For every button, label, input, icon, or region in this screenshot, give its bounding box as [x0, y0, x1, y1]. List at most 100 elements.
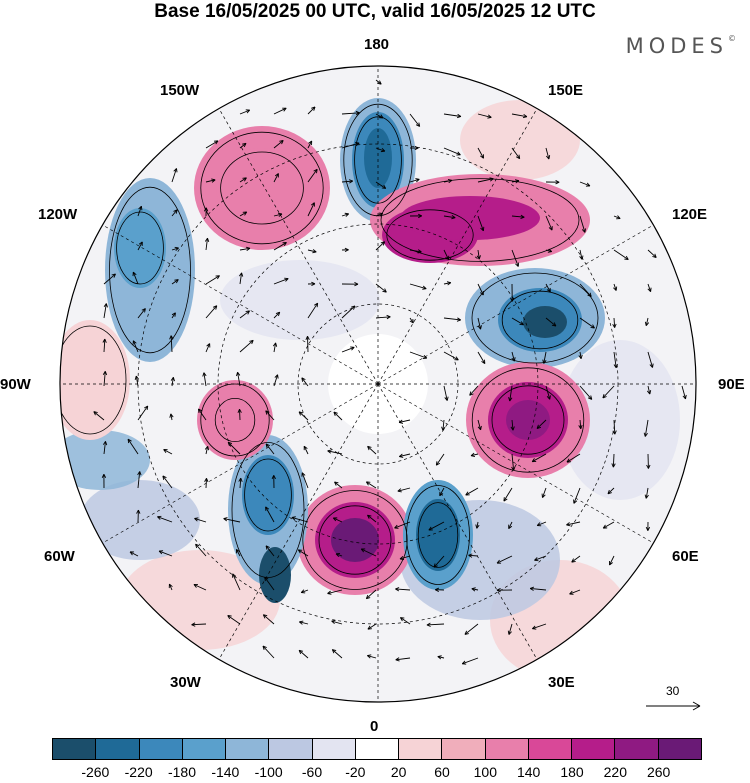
wind-arrow	[367, 514, 377, 523]
wind-arrow	[103, 303, 107, 319]
wind-arrow	[273, 173, 279, 183]
height-contour	[214, 397, 256, 442]
anomaly-hudson-high	[213, 396, 257, 444]
wind-arrow-head	[645, 526, 651, 531]
wind-arrow-head	[327, 590, 332, 595]
wind-arrow	[307, 302, 319, 319]
graticule	[60, 66, 696, 702]
wind-arrow	[333, 517, 343, 523]
wind-arrow-head	[202, 372, 207, 377]
wind-arrow-head	[132, 340, 137, 345]
wind-arrow-head	[335, 552, 341, 558]
wind-arrow	[334, 481, 343, 489]
colorbar-tick-label: -100	[254, 764, 283, 780]
wind-arrow-head	[327, 449, 332, 454]
lon-label-30e: 30E	[548, 674, 575, 691]
wind-arrow	[162, 475, 173, 489]
lon-label-60e: 60E	[672, 548, 699, 565]
anomaly-east-siberia-high	[400, 196, 540, 240]
colorbar-swatch	[182, 739, 227, 759]
wind-arrow-head	[587, 292, 592, 298]
wind-arrow	[439, 487, 445, 496]
anomaly-central-asia-high	[506, 400, 550, 440]
wind-arrow-head	[129, 551, 135, 556]
colorbar	[52, 738, 702, 760]
wind-arrow	[511, 419, 514, 431]
wind-arrow-head	[206, 343, 211, 348]
wind-arrow	[239, 339, 254, 353]
wind-arrow-head	[134, 375, 139, 381]
wind-arrow	[435, 453, 445, 466]
wind-arrow	[477, 351, 486, 364]
wind-arrow-head	[682, 394, 687, 400]
wind-arrow	[273, 278, 289, 285]
wind-arrow-head	[481, 359, 486, 365]
wind-arrow	[103, 371, 106, 387]
wind-arrow-head	[174, 246, 179, 251]
wind-arrow	[645, 487, 649, 499]
wind-arrow	[301, 589, 309, 594]
wind-arrow	[307, 106, 316, 115]
wind-arrow	[239, 478, 242, 489]
wind-arrow-head	[470, 452, 476, 457]
wind-arrow-head	[585, 182, 591, 187]
wind-arrow	[579, 385, 593, 400]
wind-arrow-head	[305, 336, 310, 341]
wind-arrow	[579, 351, 582, 359]
wind-arrow	[443, 282, 451, 285]
wind-arrow-head	[350, 346, 355, 351]
wind-arrow-head	[613, 363, 618, 369]
wind-arrow-head	[417, 249, 422, 254]
wind-arrow-head	[398, 419, 404, 424]
wind-arrow	[205, 140, 219, 149]
colorbar-tick-label: 180	[560, 764, 584, 780]
wind-arrow-head	[609, 560, 613, 566]
wind-arrow-head	[547, 248, 553, 253]
wind-arrow-head	[465, 491, 470, 496]
wind-arrow-head	[191, 622, 196, 627]
wind-arrow-head	[571, 558, 576, 563]
wind-arrow-head	[223, 517, 228, 522]
wind-arrow-head	[265, 410, 270, 415]
colorbar-swatch	[53, 739, 97, 759]
colorbar-swatch	[572, 739, 616, 759]
wind-arrow-head	[471, 587, 476, 592]
wind-arrow-head	[426, 622, 431, 627]
wind-arrow-head	[236, 371, 241, 377]
colorbar-swatch	[269, 739, 313, 759]
wind-arrow-head	[367, 625, 372, 630]
wind-arrow-head	[578, 354, 583, 360]
wind-arrow	[442, 419, 445, 431]
wind-arrow	[171, 312, 176, 319]
wind-arrow-head	[469, 391, 474, 396]
wind-arrow-head	[213, 140, 219, 145]
wind-arrow-head	[531, 458, 537, 463]
wind-arrow	[426, 623, 445, 626]
wind-arrow-head	[546, 287, 551, 293]
wind-arrow-head	[284, 277, 289, 282]
wind-arrow-head	[612, 430, 617, 435]
lon-label-90w: 90W	[0, 376, 31, 393]
wind-arrow-head	[291, 516, 296, 521]
wind-arrow-head	[162, 475, 167, 480]
wind-arrow-head	[299, 620, 304, 625]
wind-arrow	[443, 113, 462, 117]
wind-arrow	[137, 308, 146, 319]
wind-arrow-head	[398, 453, 404, 458]
wind-arrow	[297, 549, 309, 557]
anomaly-labrador-low	[242, 455, 294, 535]
wind-arrow	[198, 408, 207, 421]
wind-arrow-head	[111, 273, 116, 278]
wind-arrow	[137, 206, 142, 217]
wind-arrow-head	[303, 445, 308, 451]
wind-arrow	[428, 521, 445, 531]
wind-arrow-head	[245, 310, 250, 315]
wind-arrow	[135, 375, 139, 387]
height-contour	[406, 485, 470, 585]
wind-arrow-head	[532, 625, 537, 630]
wind-arrow-head	[163, 449, 168, 453]
wind-arrow	[299, 621, 309, 625]
height-contour	[116, 211, 164, 285]
wind-arrow	[375, 79, 382, 85]
wind-arrow	[477, 419, 482, 430]
